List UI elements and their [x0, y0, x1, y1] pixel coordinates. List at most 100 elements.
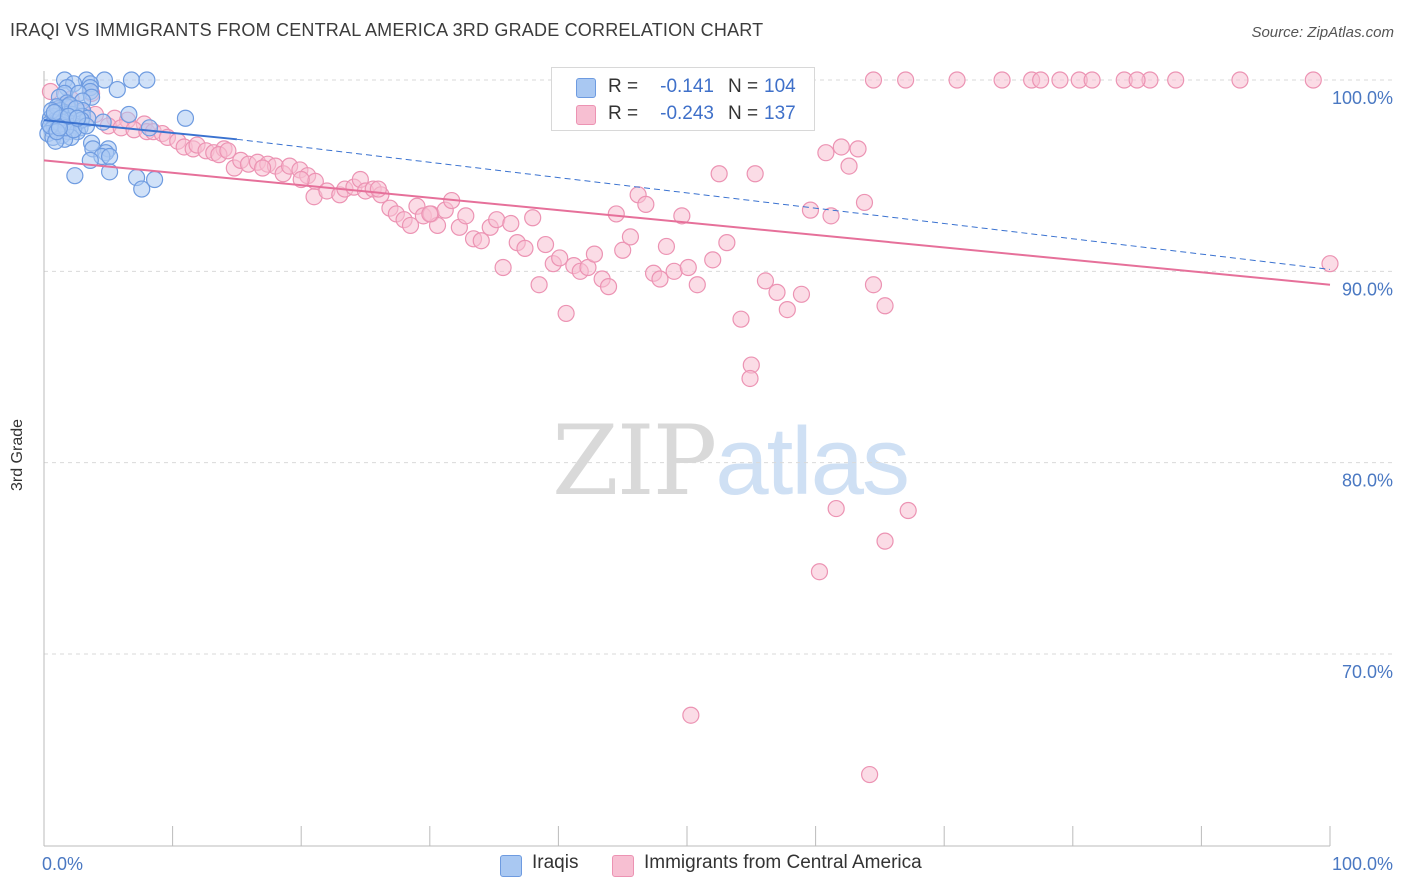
- central-america-point: [897, 71, 915, 89]
- watermark-zip: ZIP: [552, 405, 717, 517]
- central-america-point: [1304, 71, 1322, 89]
- central-america-point: [948, 71, 966, 89]
- iraqi-point: [140, 119, 159, 137]
- central-america-point: [530, 276, 548, 294]
- central-america-point: [993, 71, 1011, 89]
- central-america-point: [732, 310, 750, 328]
- iraqi-point: [120, 105, 138, 124]
- central-america-point: [254, 159, 272, 177]
- central-america-point: [899, 501, 917, 520]
- bottom-legend-label-iraqis: Iraqis: [532, 852, 579, 873]
- iraqi-point: [50, 119, 69, 137]
- chart-title: IRAQI VS IMMIGRANTS FROM CENTRAL AMERICA…: [10, 20, 764, 40]
- bottom-legend-swatch-central-america: [612, 855, 634, 877]
- central-america-point: [585, 245, 604, 263]
- y-tick-label: 70.0%: [1342, 662, 1393, 682]
- central-america-point: [832, 138, 850, 156]
- iraqi-point: [176, 109, 195, 127]
- central-america-point: [778, 301, 796, 319]
- central-america-point: [718, 234, 736, 252]
- legend-r-value: -0.243: [660, 103, 714, 124]
- central-america-point: [421, 205, 439, 223]
- central-america-point: [792, 285, 811, 303]
- central-america-point: [292, 170, 310, 189]
- central-america-point: [1083, 71, 1101, 89]
- central-america-point: [472, 232, 490, 250]
- central-america-point: [551, 249, 569, 267]
- legend-n-label: N =: [728, 103, 759, 124]
- legend-n-value: 104: [764, 76, 796, 97]
- bottom-legend-swatch-iraqis: [500, 855, 522, 877]
- central-america-point: [822, 207, 840, 225]
- central-america-point: [1051, 71, 1069, 89]
- central-america-point: [704, 251, 722, 269]
- central-america-point: [457, 207, 475, 225]
- central-america-point: [746, 165, 764, 183]
- central-america-point: [864, 276, 883, 294]
- iraqi-trend-line: [43, 119, 237, 141]
- central-america-trend-line: [43, 159, 1331, 286]
- watermark: ZIPatlas: [552, 405, 910, 517]
- central-america-point: [516, 239, 534, 257]
- central-america-point: [673, 207, 691, 225]
- central-america-point: [849, 140, 867, 158]
- central-america-point: [1167, 71, 1185, 89]
- trend-lines: [43, 119, 1331, 286]
- axes: [43, 71, 1331, 847]
- y-tick-label: 100.0%: [1332, 88, 1393, 108]
- tick-labels: 70.0% 80.0% 90.0% 100.0% 0.0% 100.0%: [42, 88, 1393, 874]
- central-america-point: [1032, 71, 1050, 89]
- iraqi-point: [66, 167, 84, 185]
- iraqi-point: [133, 180, 151, 198]
- central-america-point: [679, 258, 697, 277]
- central-america-point: [741, 369, 759, 388]
- central-america-point: [494, 258, 512, 277]
- central-america-point: [840, 157, 858, 175]
- central-america-point: [536, 235, 555, 254]
- central-america-point: [502, 214, 520, 233]
- central-america-point: [657, 237, 676, 256]
- series-iraqis: [39, 71, 195, 198]
- central-america-point: [810, 563, 829, 581]
- central-america-point: [768, 283, 786, 301]
- central-america-point: [864, 71, 883, 89]
- central-america-point: [401, 216, 420, 235]
- central-america-point: [599, 278, 618, 296]
- central-america-point: [855, 193, 874, 212]
- legend-r-label: R =: [608, 103, 639, 124]
- central-america-point: [637, 195, 655, 213]
- central-america-point: [621, 228, 640, 246]
- x-tick-label: 100.0%: [1332, 854, 1393, 874]
- iraqi-point: [45, 103, 63, 122]
- legend-row-central-america: R = -0.243 N = 137: [552, 100, 814, 128]
- central-america-point: [682, 706, 700, 724]
- central-america-point: [665, 262, 683, 280]
- watermark-atlas: atlas: [715, 408, 910, 515]
- legend-r-label: R =: [608, 76, 639, 97]
- legend-n-value: 137: [764, 103, 796, 124]
- central-america-point: [688, 276, 706, 294]
- central-america-point: [861, 765, 879, 784]
- legend-swatch-iraqis: [576, 78, 596, 98]
- central-america-point: [219, 142, 237, 160]
- central-america-point: [614, 241, 632, 259]
- central-america-point: [1128, 71, 1146, 89]
- legend-row-iraqis: R = -0.141 N = 104: [552, 73, 814, 101]
- series-central-america: [41, 71, 1339, 784]
- central-america-point: [488, 211, 506, 229]
- central-america-point: [1321, 255, 1339, 273]
- y-tick-label: 80.0%: [1342, 471, 1393, 491]
- y-tick-label: 90.0%: [1342, 279, 1393, 299]
- legend-r-value: -0.141: [660, 76, 714, 97]
- central-america-point: [1231, 71, 1249, 89]
- central-america-point: [876, 532, 894, 550]
- legend-n-label: N =: [728, 76, 759, 97]
- iraqi-trend-extension: [236, 138, 1331, 270]
- central-america-point: [817, 144, 835, 162]
- central-america-point: [801, 201, 820, 219]
- central-america-point: [876, 297, 894, 315]
- central-america-point: [710, 165, 728, 183]
- correlation-legend: R = -0.141 N = 104 R = -0.243 N = 137: [551, 67, 815, 131]
- legend-swatch-central-america: [576, 105, 596, 125]
